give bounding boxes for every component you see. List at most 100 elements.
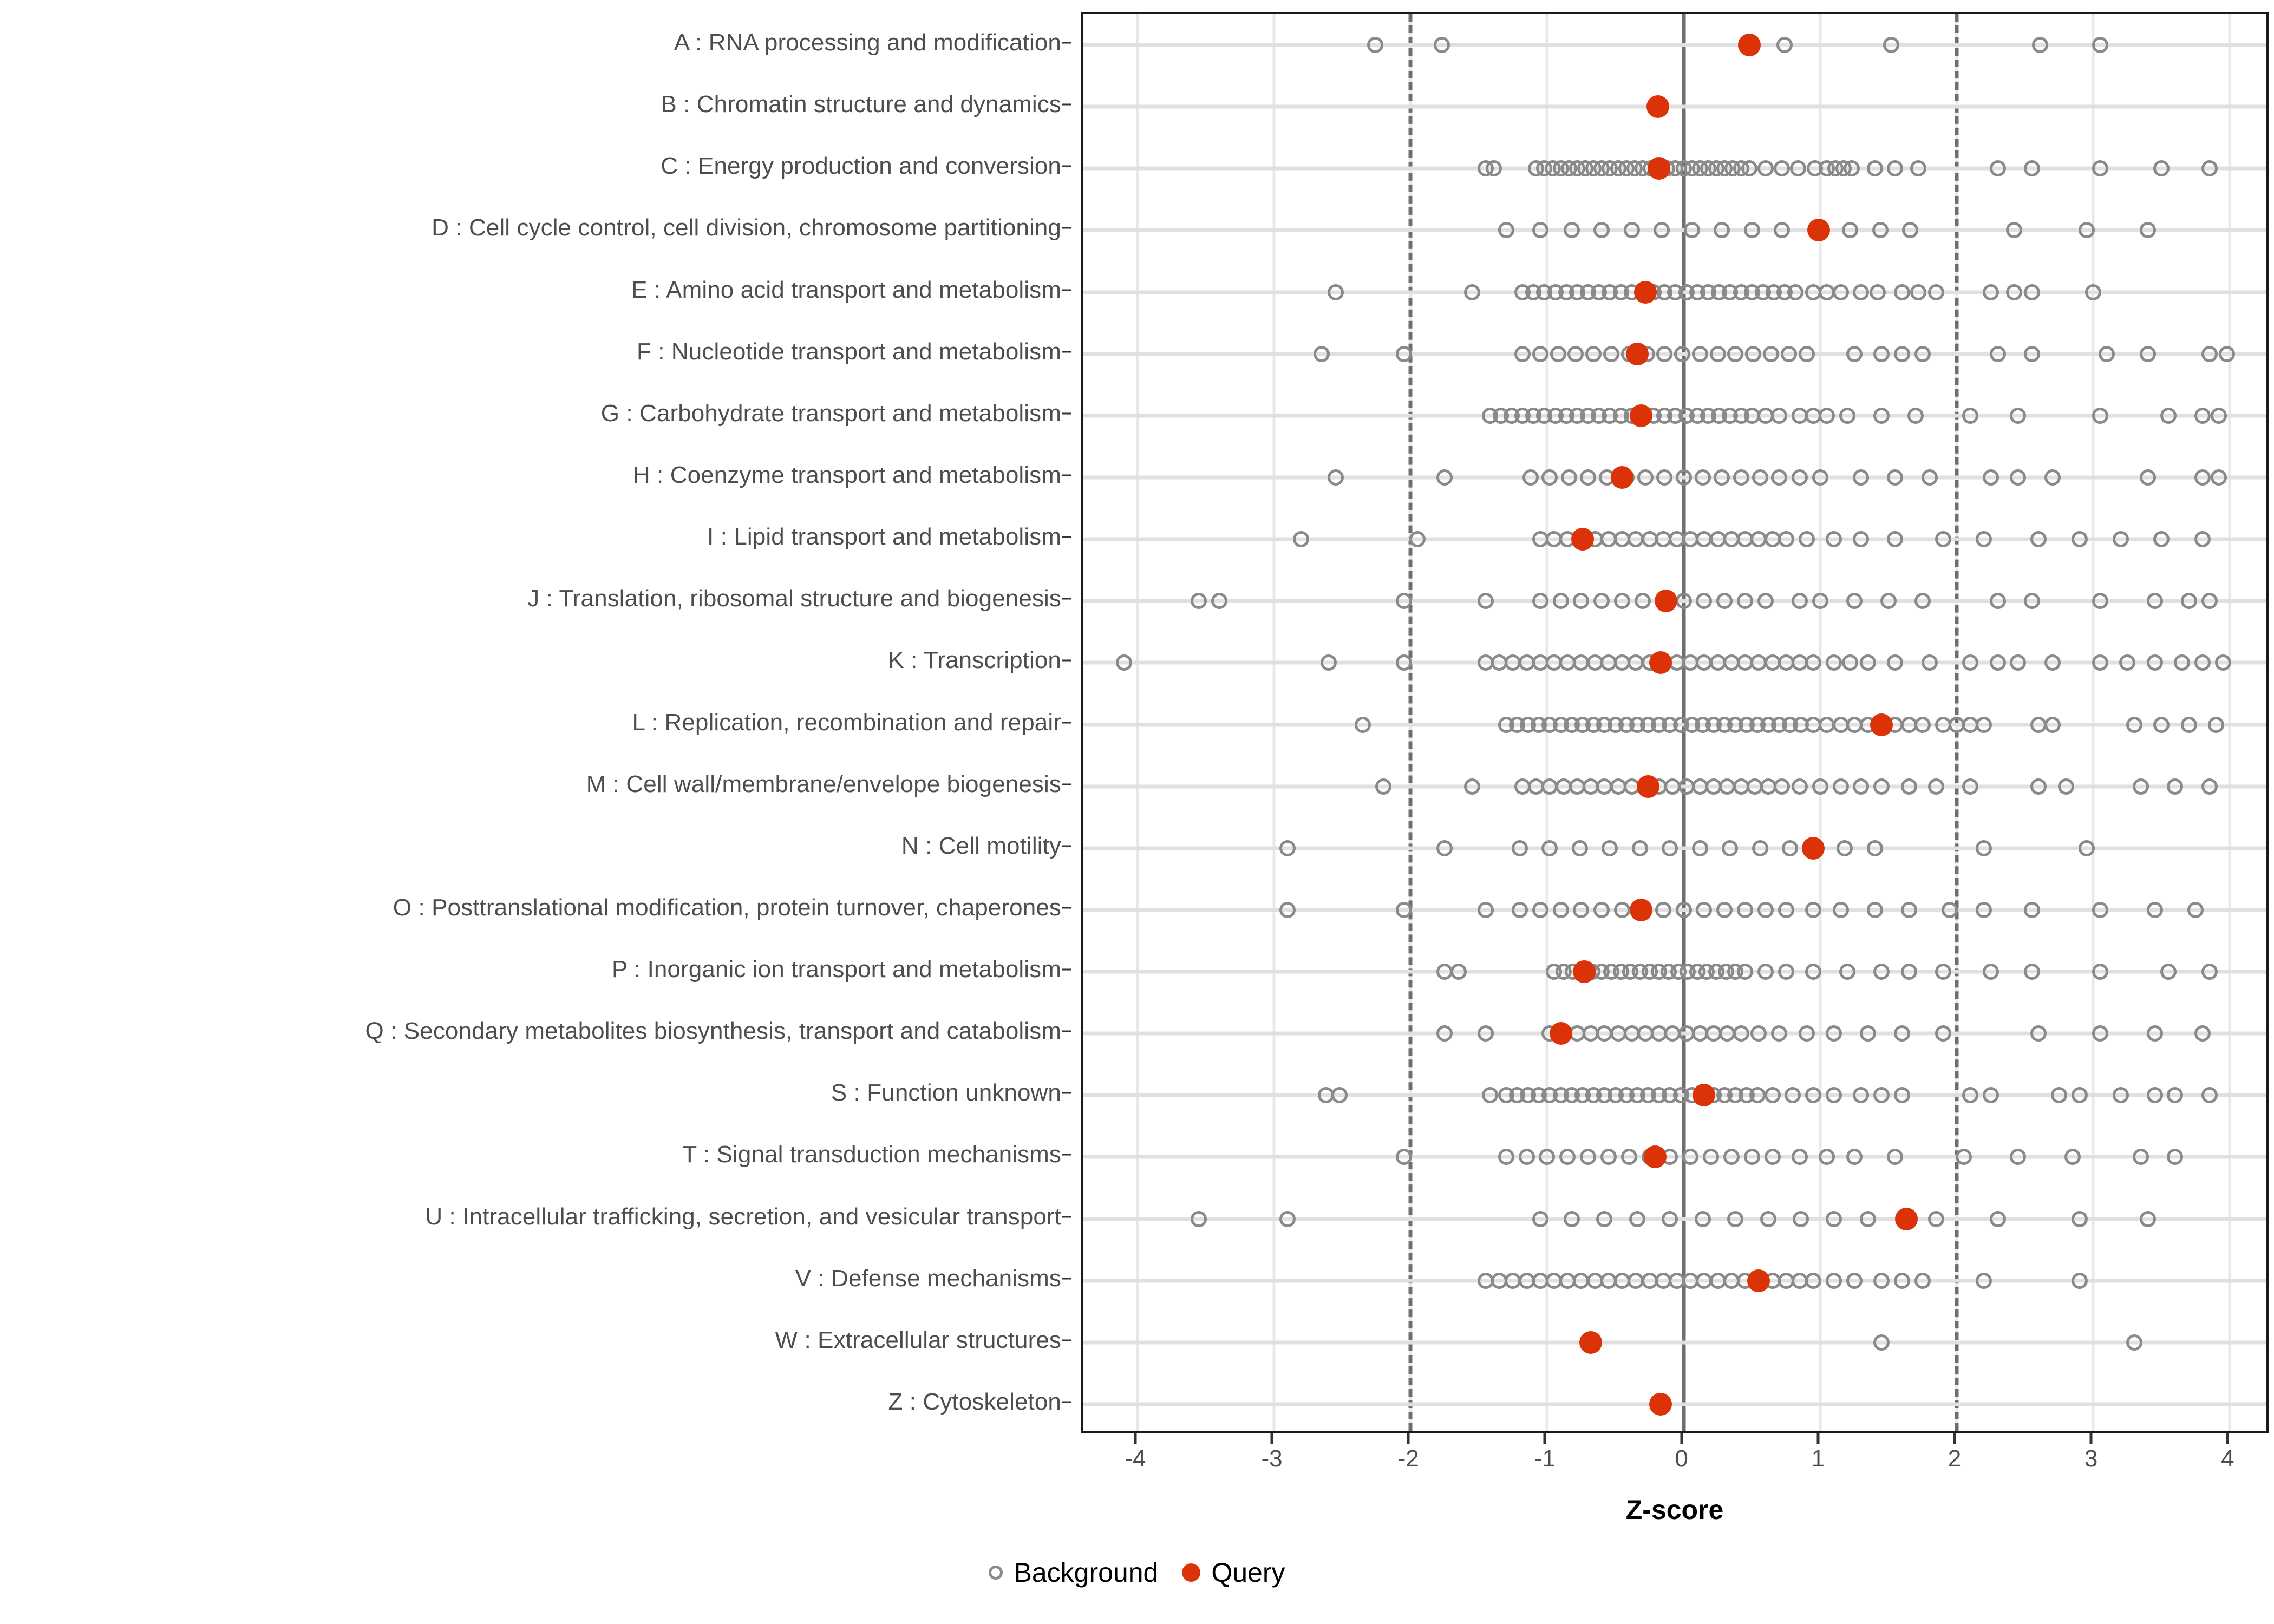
background-point [2092, 901, 2108, 918]
background-point [2092, 1025, 2108, 1042]
background-point [1375, 778, 1391, 795]
background-point [1696, 901, 1713, 918]
background-point [1709, 345, 1726, 362]
background-point [1791, 778, 1808, 795]
x-axis: -4 -3 -2 -1 0 1 2 3 4 [1081, 1433, 2269, 1498]
query-point [1654, 590, 1677, 613]
background-point [1563, 1210, 1580, 1227]
background-point [1798, 531, 1815, 548]
background-point [1805, 1087, 1822, 1104]
background-point [2064, 1149, 2081, 1165]
background-point [1279, 840, 1296, 856]
background-point [2180, 716, 2197, 733]
background-point [2140, 345, 2157, 362]
x-axis-tick-label: 2 [1948, 1445, 1962, 1472]
background-point [1826, 1210, 1842, 1227]
background-point [2153, 531, 2170, 548]
x-axis-tick-label: 0 [1675, 1445, 1688, 1472]
background-point [1793, 1210, 1809, 1227]
background-point [2133, 778, 2149, 795]
background-point [1331, 1087, 1348, 1104]
background-point [1714, 222, 1730, 239]
y-axis-tick [1062, 474, 1071, 476]
background-point [2044, 654, 2061, 671]
query-point [1571, 528, 1594, 551]
background-point [1774, 778, 1791, 795]
background-point [2201, 1087, 2218, 1104]
background-point [1805, 964, 1822, 980]
background-point [1812, 778, 1828, 795]
x-axis-tick [1407, 1433, 1410, 1444]
background-point [1674, 345, 1691, 362]
background-point [1675, 593, 1692, 610]
background-point [2187, 901, 2204, 918]
background-point [1989, 593, 2006, 610]
background-point [1914, 716, 1931, 733]
chart-legend: Background Query [0, 1559, 2274, 1586]
background-point [2031, 37, 2048, 54]
background-point [2119, 654, 2136, 671]
x-gridline [1272, 14, 1276, 1431]
background-point [1675, 901, 1692, 918]
background-point [1367, 37, 1383, 54]
background-point [2030, 778, 2047, 795]
background-point [1989, 160, 2006, 177]
background-point [2160, 964, 2177, 980]
background-point [1532, 1210, 1548, 1227]
x-axis-tick-label: -4 [1125, 1445, 1146, 1472]
background-point [1571, 840, 1588, 856]
background-point [1873, 345, 1890, 362]
y-axis-label: K : Transcription [888, 647, 1061, 674]
x-axis-tick [1680, 1433, 1683, 1444]
background-point [1771, 1025, 1788, 1042]
background-point [1662, 840, 1678, 856]
y-axis-tick [1062, 1030, 1071, 1032]
background-point [1434, 37, 1450, 54]
background-point [1727, 345, 1744, 362]
background-point [2133, 1149, 2149, 1165]
background-point [2023, 345, 2040, 362]
background-point [1498, 1149, 1514, 1165]
y-axis-label: J : Translation, ribosomal structure and… [527, 585, 1061, 612]
background-point [1541, 469, 1558, 486]
background-point [2194, 407, 2211, 424]
y-axis-label: G : Carbohydrate transport and metabolis… [600, 400, 1061, 427]
background-point [1910, 160, 1927, 177]
background-point [1812, 593, 1828, 610]
background-point [1983, 964, 1999, 980]
y-axis-label: M : Cell wall/membrane/envelope biogenes… [586, 770, 1061, 797]
background-point [1842, 222, 1859, 239]
background-point [1910, 284, 1927, 300]
y-axis-tick [1062, 1401, 1071, 1403]
background-point [2201, 160, 2218, 177]
x-axis-tick-label: -2 [1397, 1445, 1419, 1472]
y-gridline [1083, 228, 2266, 232]
background-point [1733, 469, 1749, 486]
background-point [1872, 222, 1889, 239]
background-point [1894, 284, 1911, 300]
background-point [1955, 1149, 1972, 1165]
background-point [1774, 222, 1791, 239]
background-point [2092, 160, 2108, 177]
y-axis-label: I : Lipid transport and metabolism [707, 523, 1061, 551]
y-axis-label: P : Inorganic ion transport and metaboli… [611, 956, 1061, 983]
y-axis-label: U : Intracellular trafficking, secretion… [425, 1203, 1061, 1230]
background-point [1887, 531, 1904, 548]
y-axis-label: T : Signal transduction mechanisms [682, 1141, 1061, 1168]
background-point [1757, 160, 1774, 177]
background-point [1320, 654, 1337, 671]
x-axis-tick-label: 1 [1811, 1445, 1825, 1472]
x-axis-tick-label: 3 [2084, 1445, 2098, 1472]
background-point [2194, 1025, 2211, 1042]
y-axis-label: D : Cell cycle control, cell division, c… [432, 214, 1061, 241]
y-axis-label: N : Cell motility [901, 832, 1061, 859]
background-point [2167, 1149, 2184, 1165]
background-point [2092, 654, 2108, 671]
y-axis-tick [1062, 1154, 1071, 1156]
background-point [1826, 531, 1842, 548]
background-point [1894, 345, 1911, 362]
background-point [1463, 284, 1480, 300]
y-axis-tick [1062, 1278, 1071, 1280]
background-point [1826, 1272, 1842, 1289]
legend-label-background: Background [1014, 1557, 1159, 1588]
